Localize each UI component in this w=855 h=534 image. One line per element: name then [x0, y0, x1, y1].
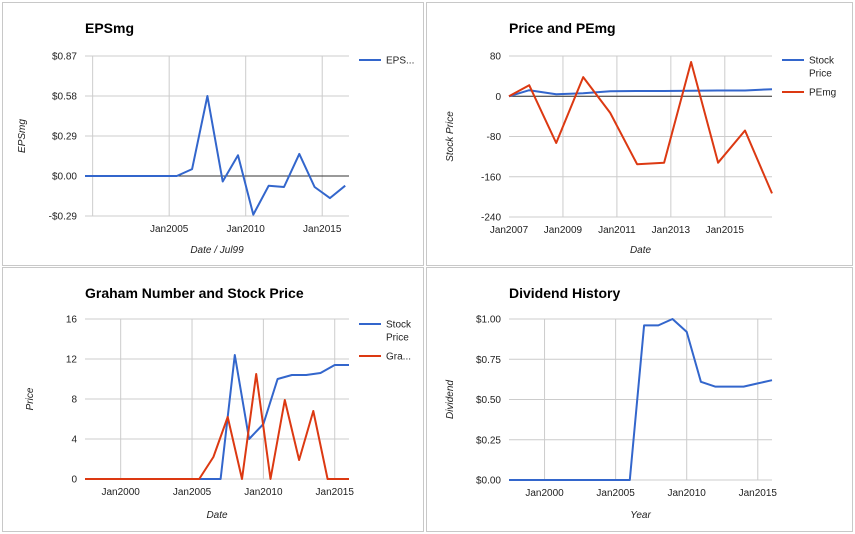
y-tick-label: -80	[487, 132, 502, 143]
panel-price-pemg: Price and PEmg 80 0 -80 -160 -240 Jan2007 Jan20…	[426, 2, 853, 266]
x-tick-label: Jan2005	[173, 487, 212, 498]
x-tick-label: Jan2005	[596, 488, 635, 499]
panel-dividend-history: Dividend History $1.00 $0.75 $0.50 $0.25 $0.0…	[426, 267, 853, 532]
y-tick-label: $0.58	[52, 92, 77, 103]
y-tick-label: 16	[66, 315, 78, 326]
x-tick-label: Jan2009	[544, 225, 583, 236]
x-tick-label: Jan2013	[652, 225, 691, 236]
panel-graham-number: Graham Number and Stock Price 16 12 8 4 0 Jan2…	[2, 267, 424, 532]
x-tick-label: Jan2015	[739, 488, 778, 499]
legend-label: Gra...	[386, 352, 411, 363]
legend-label: EPS...	[386, 56, 414, 67]
chart-title: Price and PEmg	[509, 20, 616, 36]
y-axis-label: EPSmg	[17, 119, 28, 153]
y-axis-label: Stock Price	[445, 111, 456, 162]
series-line-1	[85, 373, 349, 480]
panel-epsmg: EPSmg $0.87 $0.58 $0.29 $0.00 -$0.29 Jan2005 Ja…	[2, 2, 424, 266]
x-tick-label: Jan2010	[227, 224, 266, 235]
y-tick-label: $0.87	[52, 52, 77, 63]
y-axis-label: Dividend	[445, 380, 456, 419]
chart-dividend-history: Dividend History $1.00 $0.75 $0.50 $0.25 $0.0…	[445, 285, 778, 521]
chart-title: Dividend History	[509, 285, 620, 301]
y-tick-label: -$0.29	[49, 212, 78, 223]
y-tick-label: 4	[71, 435, 77, 446]
chart-graham-number: Graham Number and Stock Price 16 12 8 4 0 Jan2…	[25, 285, 412, 521]
series-line-0	[508, 88, 773, 98]
x-tick-label: Jan2015	[303, 224, 342, 235]
series-line-0	[85, 95, 346, 216]
y-tick-label: $0.29	[52, 132, 77, 143]
y-tick-label: -240	[481, 213, 501, 224]
chart-title: EPSmg	[85, 20, 134, 36]
x-tick-label: Jan2010	[668, 488, 707, 499]
series-line-0	[509, 318, 773, 481]
x-tick-label: Jan2015	[316, 487, 355, 498]
x-axis-label: Date	[206, 510, 228, 521]
y-tick-label: $0.50	[476, 395, 501, 406]
y-tick-label: 12	[66, 355, 78, 366]
y-tick-label: $0.25	[476, 435, 501, 446]
x-tick-label: Jan2000	[525, 488, 564, 499]
y-tick-label: 0	[495, 92, 501, 103]
y-tick-label: $0.00	[476, 476, 501, 487]
y-tick-label: $1.00	[476, 315, 501, 326]
y-tick-label: $0.75	[476, 355, 501, 366]
legend-label: Stock Price	[386, 320, 412, 344]
y-tick-label: $0.00	[52, 172, 77, 183]
x-tick-label: Jan2007	[490, 225, 529, 236]
legend-label: Stock Price	[809, 56, 835, 80]
legend-label: PEmg	[809, 88, 836, 99]
x-tick-label: Jan2000	[101, 487, 140, 498]
chart-title: Graham Number and Stock Price	[85, 285, 304, 301]
x-tick-label: Jan2010	[244, 487, 283, 498]
series-line-1	[508, 61, 773, 194]
x-tick-label: Jan2005	[150, 224, 189, 235]
x-tick-label: Jan2015	[706, 225, 745, 236]
x-axis-label: Date / Jul99	[190, 245, 244, 256]
x-axis-label: Date	[630, 245, 652, 256]
y-tick-label: -160	[481, 172, 501, 183]
y-tick-label: 0	[71, 475, 77, 486]
y-tick-label: 8	[71, 395, 77, 406]
chart-epsmg: EPSmg $0.87 $0.58 $0.29 $0.00 -$0.29 Jan2005 Ja…	[17, 20, 414, 256]
x-axis-label: Year	[630, 510, 651, 521]
y-axis-label: Price	[25, 387, 36, 410]
x-tick-label: Jan2011	[598, 225, 636, 236]
y-tick-label: 80	[490, 52, 502, 63]
series-line-0	[85, 354, 349, 480]
